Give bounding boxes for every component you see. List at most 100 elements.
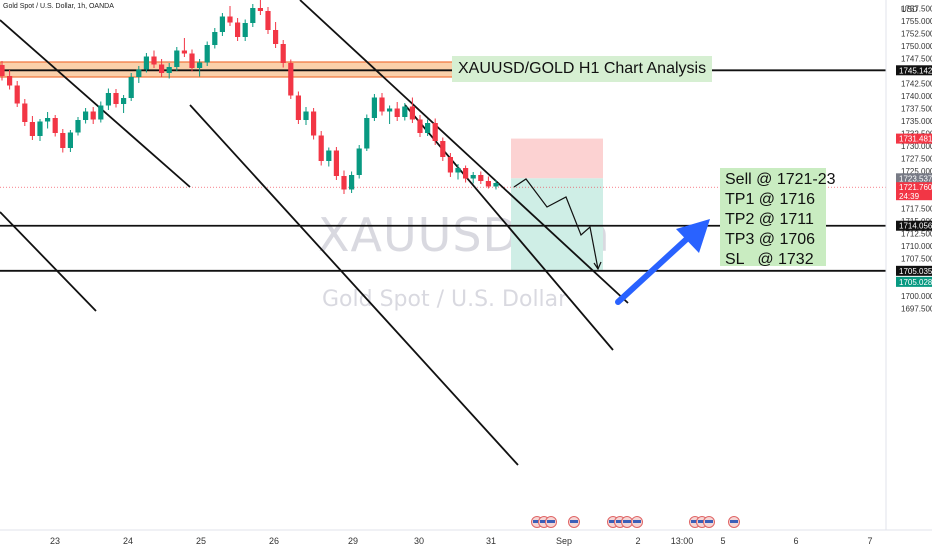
candle-body — [235, 22, 241, 37]
x-tick-label: 5 — [720, 536, 725, 546]
y-tick-label: 1755.000 — [901, 17, 932, 26]
projection-arrowhead — [593, 261, 602, 271]
y-tick-label: 1710.000 — [901, 242, 932, 251]
candle-body — [402, 106, 408, 117]
trend-line — [189, 104, 519, 466]
projection-path — [513, 178, 599, 270]
trend-line — [0, 211, 97, 312]
candle-body — [257, 8, 263, 11]
price-label-bg — [896, 133, 932, 144]
candle-body — [493, 183, 499, 187]
y-tick-label: 1735.000 — [901, 117, 932, 126]
candle-body — [136, 69, 142, 77]
x-tick-label: 2 — [635, 536, 640, 546]
candle-body — [394, 108, 400, 117]
price-label-bg — [896, 276, 932, 287]
x-tick-label: 24 — [123, 536, 133, 546]
price-label-bg — [896, 220, 932, 231]
candle-body — [250, 8, 256, 23]
y-tick-label: 1730.000 — [901, 142, 932, 151]
event-flag-stripe — [730, 520, 738, 523]
candle-body — [67, 132, 73, 148]
y-tick-label: 1747.500 — [901, 55, 932, 64]
candle-body — [197, 62, 203, 68]
y-tick-label: 1740.000 — [901, 92, 932, 101]
x-tick-label: 6 — [793, 536, 798, 546]
candle-body — [22, 103, 28, 122]
price-label: 1731.481 — [899, 135, 932, 144]
candle-body — [75, 120, 81, 133]
y-tick-label: 1742.500 — [901, 80, 932, 89]
blue-arrow-shaft — [615, 233, 693, 305]
candle-body — [219, 16, 225, 32]
trend-line — [0, 19, 191, 188]
y-tick-label: 1737.500 — [901, 105, 932, 114]
trade-plan-line: TP1 @ 1716 — [725, 191, 816, 208]
candle-body — [52, 118, 58, 133]
y-tick-label: 1752.500 — [901, 30, 932, 39]
candle-body — [189, 53, 195, 68]
candle-body — [90, 111, 96, 120]
x-tick-label: Sep — [556, 536, 572, 546]
trend-line — [299, 0, 629, 304]
event-flag-stripe — [616, 520, 624, 523]
candle-body — [288, 63, 294, 96]
candle-body — [478, 175, 484, 181]
candle-body — [379, 97, 385, 112]
target-zone — [511, 178, 603, 271]
trade-plan-box: Sell @ 1721-23 TP1 @ 1716 TP2 @ 1711 TP3… — [720, 168, 836, 268]
candle-body — [212, 32, 218, 45]
price-label: 1714.056 — [899, 222, 932, 231]
trend-line — [404, 104, 614, 351]
x-tick-label: 13:00 — [671, 536, 694, 546]
candle-body — [311, 111, 317, 136]
stop-zone — [511, 138, 603, 179]
event-flag-stripe — [540, 520, 548, 523]
y-tick-label: 1717.500 — [901, 205, 932, 214]
candle-body — [280, 44, 286, 63]
candle-body — [455, 168, 461, 173]
price-label: 1745.142 — [899, 66, 932, 75]
candle-body — [447, 157, 453, 173]
candle-body — [227, 16, 233, 23]
chart-legend: Gold Spot / U.S. Dollar, 1h, OANDA — [3, 3, 114, 10]
y-tick-label: 1725.000 — [901, 167, 932, 176]
candle-body — [181, 50, 187, 54]
candle-body — [143, 56, 149, 70]
axis-currency-label: USD — [901, 5, 918, 14]
candle-body — [341, 176, 347, 190]
candle-body — [151, 56, 157, 65]
candle-body — [417, 119, 423, 133]
price-label-bg — [896, 173, 932, 184]
price-label-bg — [896, 65, 932, 76]
candle-body — [349, 175, 355, 190]
candle-body — [37, 121, 43, 136]
y-tick-label: 1727.500 — [901, 155, 932, 164]
candle-body — [273, 30, 279, 44]
candle-body — [83, 111, 89, 120]
candle-body — [425, 123, 431, 133]
x-tick-label: 30 — [414, 536, 424, 546]
candle-body — [0, 65, 5, 76]
event-flag-stripe — [609, 520, 617, 523]
blue-arrow-head — [676, 219, 710, 253]
candle-body — [333, 150, 339, 176]
price-label: 1723.537 — [899, 174, 932, 183]
candle-body — [364, 118, 370, 149]
candle-body — [45, 118, 51, 122]
y-tick-label: 1712.500 — [901, 230, 932, 239]
price-label-bg — [896, 265, 932, 276]
x-tick-label: 29 — [348, 536, 358, 546]
y-tick-label: 1750.000 — [901, 42, 932, 51]
candle-body — [432, 123, 438, 141]
candle-body — [371, 97, 377, 118]
trade-plan-line: Sell @ 1721-23 — [725, 171, 836, 188]
candle-body — [326, 150, 332, 161]
candle-body — [60, 133, 66, 148]
x-tick-label: 23 — [50, 536, 60, 546]
candle-body — [14, 85, 20, 104]
y-tick-label: 1700.000 — [901, 292, 932, 301]
event-flag-stripe — [698, 520, 706, 523]
